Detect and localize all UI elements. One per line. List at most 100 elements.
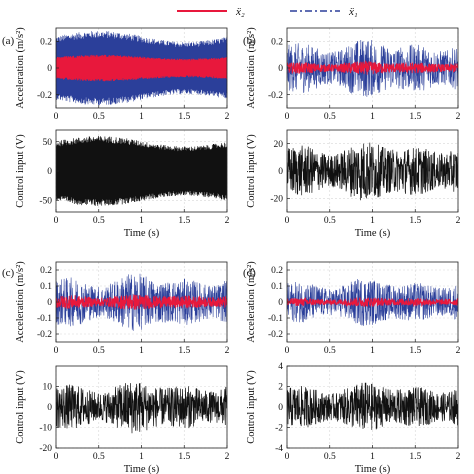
y-tick-label: -0.1 <box>37 314 52 324</box>
x-tick-label: 0.5 <box>93 346 105 356</box>
x-tick-label: 0.5 <box>93 112 105 122</box>
y-tick-label: 0.2 <box>40 38 52 48</box>
y-axis-label: Control input (V) <box>15 370 26 444</box>
panel-letter: (b) <box>243 35 256 47</box>
x-tick-label: 2 <box>456 216 461 226</box>
x-tick-label: 1 <box>370 216 375 226</box>
series-x2-line <box>287 59 458 75</box>
series-x2-line <box>56 294 227 310</box>
x-tick-label: 1.5 <box>409 346 421 356</box>
x-tick-label: 2 <box>225 452 230 462</box>
chart-panel-4: 0 0.5 1 1.5 2 0.2 0.1 0 -0.1 -0.2 Acceleration (m/… <box>2 261 230 356</box>
series-control-line <box>56 382 227 434</box>
x-tick-label: 0.5 <box>324 452 336 462</box>
x-axis-label: Time (s) <box>355 228 391 239</box>
x-tick-label: 0.5 <box>93 452 105 462</box>
y-tick-label: 0 <box>47 298 52 308</box>
chart-panel-5: 0 0.5 1 1.5 2 0.2 0.1 0 -0.1 -0.2 Acceleration (m/… <box>243 261 461 356</box>
y-axis-label: Acceleration (m/s²) <box>246 261 257 343</box>
y-tick-label: 20 <box>274 140 284 150</box>
chart-panel-7: 0 0.5 1 1.5 2 4 2 0 -2 -4 Control input (V) Time (s… <box>246 362 461 474</box>
y-tick-label: 0.2 <box>40 266 52 276</box>
x-tick-label: 0 <box>54 216 59 226</box>
y-tick-label: 0.1 <box>271 282 283 292</box>
panel-letter: (d) <box>243 267 256 279</box>
x-tick-label: 1 <box>139 346 144 356</box>
x-tick-label: 1.5 <box>178 452 190 462</box>
x-tick-label: 1 <box>139 452 144 462</box>
x-tick-label: 2 <box>456 452 461 462</box>
y-tick-label: -4 <box>275 444 283 454</box>
x-axis-label: Time (s) <box>355 464 391 474</box>
y-tick-label: -10 <box>39 424 52 434</box>
x-axis-label: Time (s) <box>124 464 160 474</box>
y-tick-label: 0.1 <box>40 282 52 292</box>
y-tick-label: -0.1 <box>268 314 283 324</box>
y-tick-label: -0.2 <box>268 91 283 101</box>
y-tick-label: -20 <box>39 444 52 454</box>
series-control-line <box>287 382 458 430</box>
x-tick-label: 2 <box>456 112 461 122</box>
x-tick-label: 2 <box>225 112 230 122</box>
y-tick-label: 50 <box>43 138 53 148</box>
x-tick-label: 0.5 <box>324 112 336 122</box>
y-axis-label: Control input (V) <box>246 134 257 208</box>
panel-letter: (c) <box>2 267 15 279</box>
y-axis-label: Acceleration (m/s²) <box>15 261 26 343</box>
legend: ẍ₂ ẍ₁ <box>177 6 358 18</box>
y-tick-label: 0.2 <box>271 266 283 276</box>
y-tick-label: 10 <box>43 383 53 393</box>
y-tick-label: 0.2 <box>271 38 283 48</box>
y-tick-label: -0.2 <box>268 330 283 340</box>
x-tick-label: 1 <box>139 216 144 226</box>
y-tick-label: 0 <box>278 167 283 177</box>
y-axis-label: Control input (V) <box>246 370 257 444</box>
x-tick-label: 0 <box>285 216 290 226</box>
series-x2-line <box>287 296 458 308</box>
chart-panel-0: 0 0.5 1 1.5 2 0.2 0 -0.2 Acceleration (m/s²)(a) <box>2 27 230 122</box>
x-tick-label: 1.5 <box>178 112 190 122</box>
x-tick-label: 1 <box>370 346 375 356</box>
x-tick-label: 0.5 <box>324 216 336 226</box>
y-tick-label: 0 <box>47 167 52 177</box>
chart-panel-3: 0 0.5 1 1.5 2 20 0 -20 Control input (V) Time (s) <box>246 129 461 239</box>
y-tick-label: -20 <box>270 195 283 205</box>
series-x1-line <box>287 278 458 326</box>
y-tick-label: 0 <box>278 64 283 74</box>
y-tick-label: 2 <box>278 383 283 393</box>
x-tick-label: 1 <box>370 112 375 122</box>
panel-letter: (a) <box>2 35 15 47</box>
series-control-line <box>56 135 227 206</box>
y-tick-label: -2 <box>275 424 283 434</box>
x-tick-label: 1.5 <box>409 216 421 226</box>
y-axis-label: Control input (V) <box>15 134 26 208</box>
series-control-line <box>287 142 458 201</box>
chart-panel-1: 0 0.5 1 1.5 2 0.2 0 -0.2 Acceleration (m/s²)(b) <box>243 27 461 122</box>
x-tick-label: 0 <box>54 346 59 356</box>
series-x2-line <box>56 54 227 82</box>
x-tick-label: 0 <box>285 346 290 356</box>
y-tick-label: -50 <box>39 196 52 206</box>
x-tick-label: 2 <box>456 346 461 356</box>
chart-panel-6: 0 0.5 1 1.5 2 10 0 -10 -20 Control input (V) Time … <box>15 365 230 474</box>
x-tick-label: 2 <box>225 216 230 226</box>
x-tick-label: 0 <box>54 112 59 122</box>
legend-x1-label: ẍ₁ <box>348 6 358 18</box>
y-axis-label: Acceleration (m/s²) <box>246 27 257 109</box>
x-tick-label: 1 <box>370 452 375 462</box>
x-axis-label: Time (s) <box>124 228 160 239</box>
y-tick-label: 0 <box>278 298 283 308</box>
x-tick-label: 2 <box>225 346 230 356</box>
x-tick-label: 0 <box>285 452 290 462</box>
y-tick-label: 4 <box>278 362 283 372</box>
x-tick-label: 1.5 <box>178 216 190 226</box>
x-tick-label: 0.5 <box>324 346 336 356</box>
legend-x2-label: ẍ₂ <box>235 6 245 18</box>
y-tick-label: 0 <box>278 403 283 413</box>
x-tick-label: 0 <box>285 112 290 122</box>
x-tick-label: 1.5 <box>409 112 421 122</box>
y-tick-label: 0 <box>47 64 52 74</box>
x-tick-label: 1 <box>139 112 144 122</box>
